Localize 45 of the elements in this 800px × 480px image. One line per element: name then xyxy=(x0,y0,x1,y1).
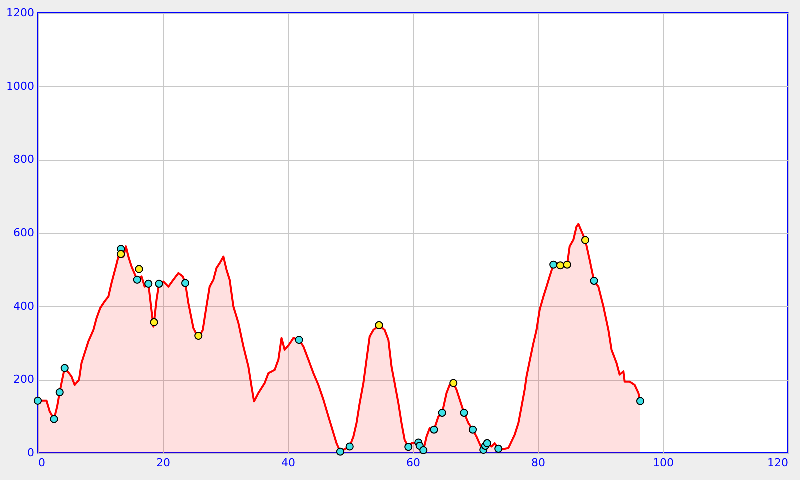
y-tick-label: 600 xyxy=(14,226,34,240)
y-tick-label: 1200 xyxy=(6,6,34,20)
point xyxy=(50,415,58,424)
point xyxy=(336,448,345,456)
point xyxy=(34,396,42,405)
point xyxy=(194,332,203,340)
point xyxy=(494,444,503,453)
point xyxy=(590,277,598,286)
point xyxy=(563,260,572,269)
x-tick-label: 60 xyxy=(406,456,420,470)
y-tick-label: 800 xyxy=(14,153,34,166)
point xyxy=(375,321,384,330)
x-tick-label: 120 xyxy=(768,456,788,470)
point xyxy=(133,276,142,284)
point xyxy=(404,443,413,452)
x-tick-label: 20 xyxy=(156,456,170,470)
point xyxy=(460,409,468,418)
point xyxy=(135,265,144,274)
point xyxy=(144,280,153,288)
y-tick-label: 0 xyxy=(28,446,34,460)
point xyxy=(60,364,69,372)
point xyxy=(581,236,590,244)
point xyxy=(181,279,190,288)
point xyxy=(155,280,164,288)
y-tick-label: 1000 xyxy=(6,80,34,93)
x-tick-label: 100 xyxy=(653,456,674,470)
point xyxy=(438,409,446,418)
point xyxy=(556,262,565,270)
x-tick-label: 80 xyxy=(532,456,546,470)
point xyxy=(550,260,558,269)
x-tick-label: 40 xyxy=(282,456,296,470)
y-tick-label: 200 xyxy=(14,373,34,386)
point xyxy=(117,250,126,258)
point xyxy=(468,426,478,434)
point xyxy=(636,397,645,406)
point xyxy=(430,426,438,434)
point xyxy=(420,446,428,454)
point xyxy=(483,439,492,448)
point xyxy=(56,388,64,397)
point xyxy=(346,442,354,451)
point xyxy=(450,379,458,388)
point xyxy=(295,336,304,344)
x-tick-label: 0 xyxy=(38,456,46,470)
point xyxy=(150,318,158,326)
y-tick-label: 400 xyxy=(14,300,34,313)
